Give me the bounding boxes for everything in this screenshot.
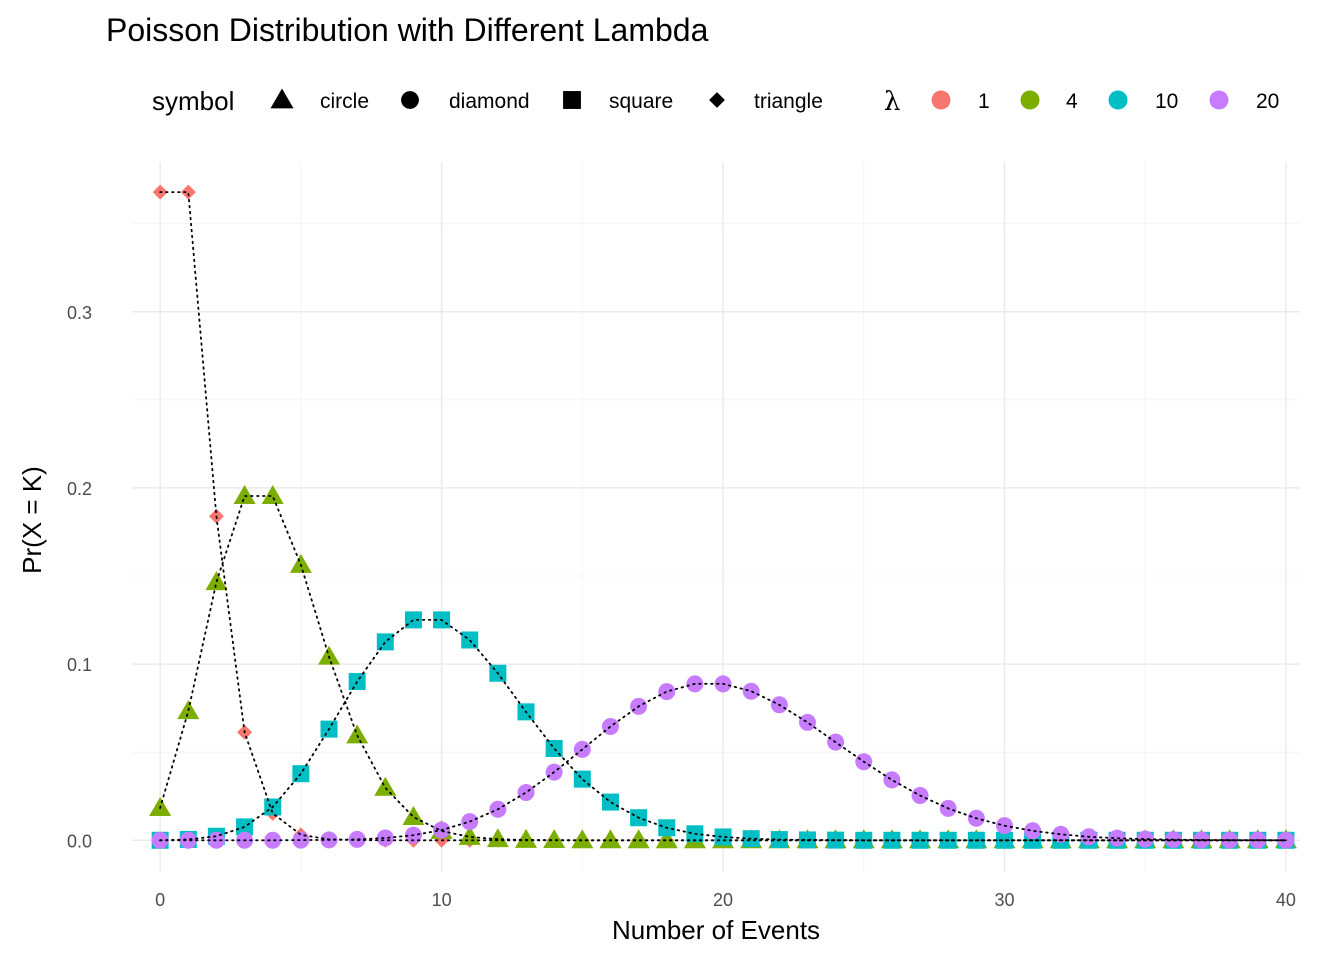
data-point-lambda-4	[655, 829, 678, 849]
y-tick-label: 0.3	[67, 303, 92, 323]
data-point-lambda-20	[517, 784, 535, 802]
data-point-lambda-20	[798, 713, 816, 731]
data-point-lambda-20	[883, 771, 901, 789]
data-point-lambda-4	[599, 829, 622, 849]
legend-label-lambda-1: 1	[978, 90, 990, 113]
legend-label-lambda-4: 4	[1066, 90, 1078, 113]
color-legend-items: 1 4 10 20	[931, 90, 1279, 113]
data-point-lambda-10	[376, 633, 394, 651]
data-point-lambda-10	[714, 828, 732, 846]
x-tick-label: 0	[155, 890, 165, 910]
y-axis-title: Pr(X = K)	[17, 466, 47, 574]
series-lines	[159, 191, 1287, 842]
y-tick-label: 0.0	[67, 831, 92, 851]
legend-label-circle: circle	[320, 90, 369, 113]
data-point-lambda-20	[376, 829, 394, 847]
data-point-lambda-20	[742, 682, 760, 700]
data-point-lambda-4	[346, 724, 369, 744]
y-tick-label: 0.2	[67, 479, 92, 499]
x-axis-ticks: 0 10 20 30 40	[155, 890, 1296, 910]
legend-key-lambda-10	[1108, 90, 1128, 110]
series-line-lambda-10	[159, 619, 1287, 842]
data-point-lambda-10	[601, 793, 619, 811]
x-axis-title: Number of Events	[612, 915, 820, 945]
grid-lines	[132, 162, 1300, 872]
data-point-lambda-4	[374, 776, 397, 796]
legend-label-lambda-20: 20	[1256, 90, 1279, 113]
x-tick-label: 20	[713, 890, 733, 910]
data-point-lambda-1	[180, 184, 196, 200]
data-point-lambda-4	[571, 829, 594, 849]
legend-key-lambda-4	[1020, 90, 1040, 110]
data-point-lambda-4	[289, 553, 312, 573]
data-point-lambda-20	[1024, 822, 1042, 840]
legend-key-lambda-20	[1209, 90, 1229, 110]
data-point-lambda-4	[233, 485, 256, 504]
series-line-lambda-20	[159, 682, 1287, 842]
legend-label-triangle: triangle	[754, 90, 823, 113]
data-point-lambda-10	[995, 831, 1013, 849]
data-point-lambda-4	[402, 806, 425, 825]
data-point-lambda-4	[543, 829, 566, 849]
data-point-lambda-10	[573, 770, 591, 788]
legend-label-diamond: diamond	[449, 90, 530, 113]
data-point-lambda-4	[486, 828, 509, 848]
shape-legend-title: symbol	[152, 86, 234, 116]
legend-key-square	[563, 91, 581, 109]
data-point-lambda-4	[318, 645, 341, 665]
data-point-lambda-20	[264, 831, 282, 849]
data-point-lambda-4	[261, 485, 284, 504]
data-point-lambda-4	[627, 829, 650, 849]
x-tick-label: 30	[994, 890, 1014, 910]
legend-key-circle	[401, 91, 419, 109]
data-point-lambda-10	[827, 831, 845, 849]
data-point-lambda-10	[911, 831, 929, 849]
legend-key-triangle	[270, 88, 294, 109]
legend-key-lambda-1	[931, 90, 951, 110]
data-point-lambda-4	[458, 825, 481, 845]
data-point-lambda-20	[1136, 830, 1154, 848]
data-point-lambda-10	[545, 739, 563, 757]
y-axis-ticks: 0.0 0.1 0.2 0.3	[67, 303, 92, 852]
legend-key-diamond	[709, 92, 725, 108]
data-point-lambda-10	[404, 611, 422, 629]
data-point-lambda-20	[179, 831, 197, 849]
series-line-lambda-4	[159, 495, 1287, 842]
data-point-lambda-20	[348, 830, 366, 848]
data-point-lambda-4	[515, 828, 538, 848]
x-tick-label: 10	[432, 890, 452, 910]
y-tick-label: 0.1	[67, 655, 92, 675]
x-tick-label: 40	[1276, 890, 1296, 910]
chart-title: Poisson Distribution with Different Lamb…	[106, 12, 709, 48]
data-point-lambda-20	[658, 683, 676, 701]
shape-legend-items: circle diamond square triangle	[270, 88, 823, 113]
data-point-lambda-20	[1052, 825, 1070, 843]
color-legend-title: λ	[884, 87, 900, 117]
legend-label-lambda-10: 10	[1155, 90, 1178, 113]
legend-label-square: square	[609, 90, 673, 113]
